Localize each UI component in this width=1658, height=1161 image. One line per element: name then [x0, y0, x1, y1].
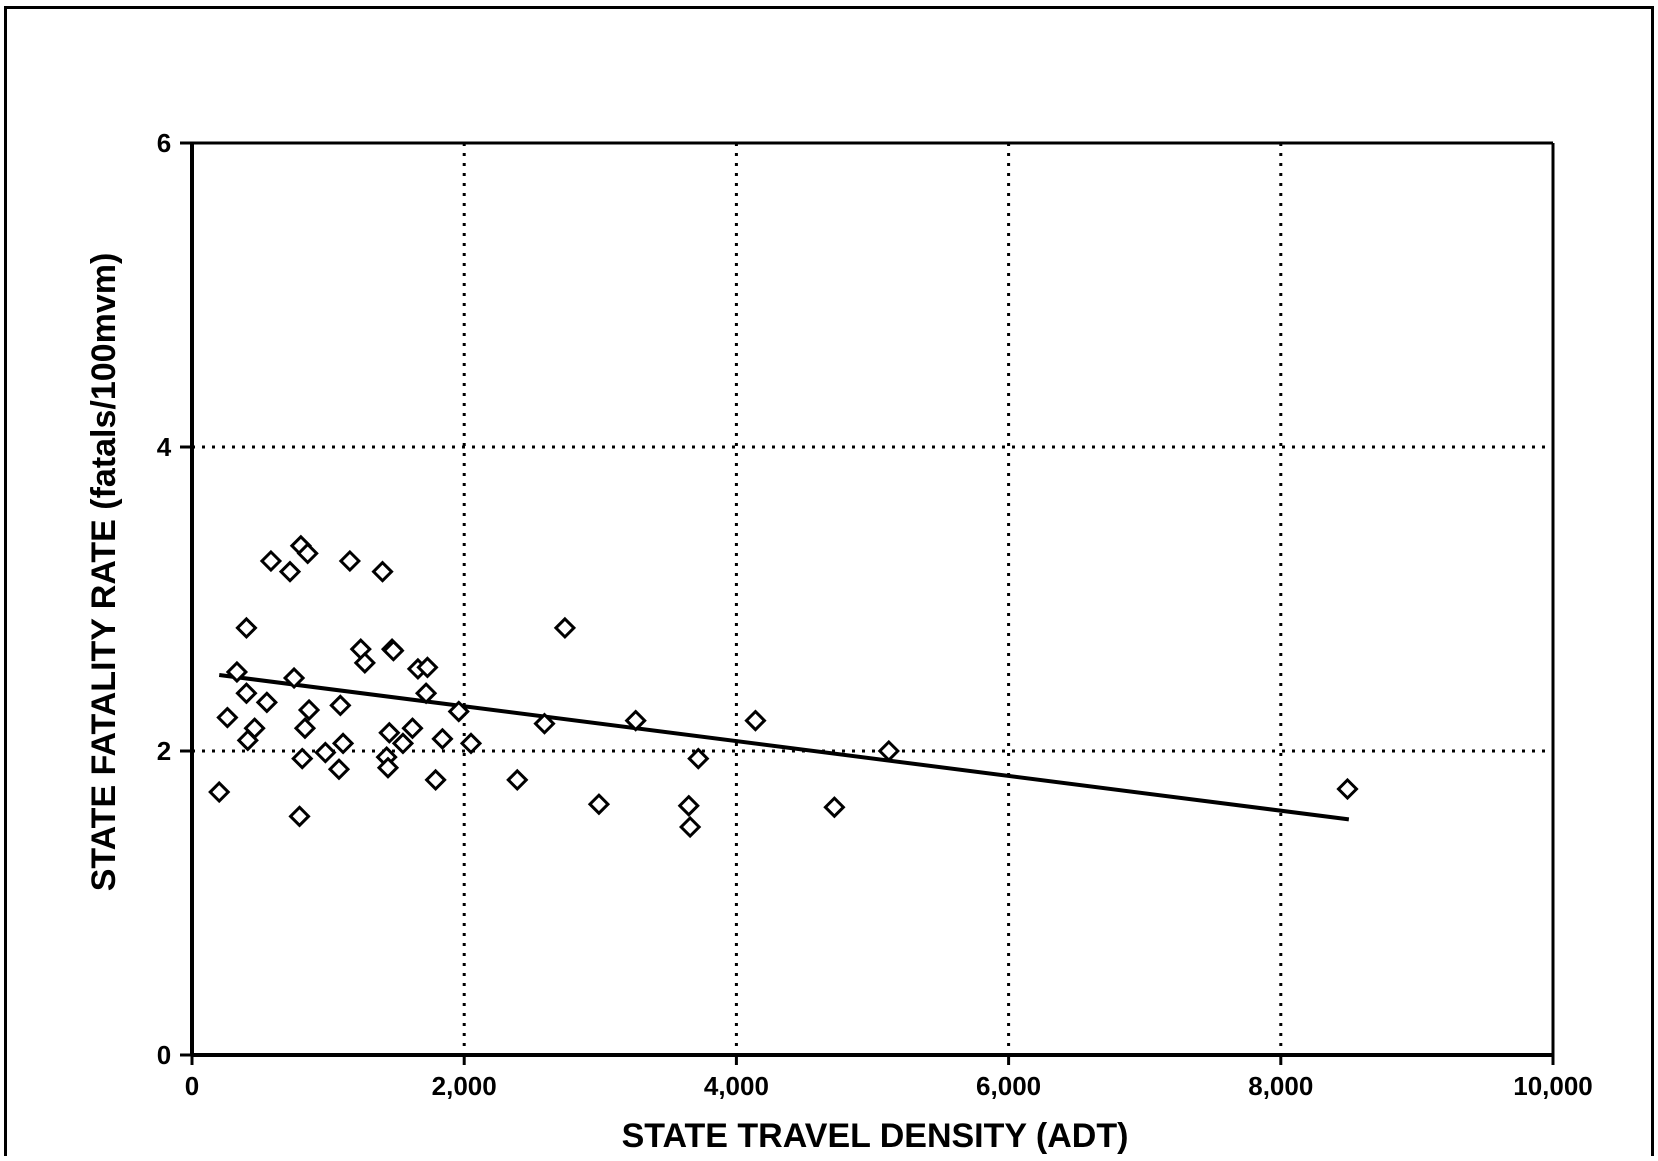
trend-line	[218, 673, 1350, 822]
y-tick-label: 0	[157, 1040, 171, 1070]
data-point	[314, 741, 337, 764]
data-point	[687, 747, 710, 770]
y-axis-title: STATE FATALITY RATE (fatals/100mvm)	[85, 253, 123, 892]
data-point	[225, 660, 249, 684]
data-point	[235, 616, 258, 640]
data-point	[447, 700, 470, 723]
data-point	[416, 656, 439, 679]
data-point	[414, 682, 438, 705]
data-point	[259, 549, 283, 573]
data-point	[376, 756, 400, 779]
data-point	[288, 805, 311, 828]
data-point	[401, 717, 424, 740]
data-point	[278, 560, 302, 583]
data-point	[679, 815, 702, 839]
data-point	[338, 549, 361, 573]
data-point	[823, 796, 846, 819]
data-point	[243, 717, 266, 740]
data-point	[506, 768, 529, 792]
data-point	[293, 717, 317, 740]
data-point	[282, 666, 306, 690]
data-point	[331, 732, 355, 755]
data-point	[291, 747, 314, 770]
axes	[180, 141, 1555, 1065]
data-point	[297, 698, 321, 722]
chart-frame	[4, 6, 1654, 1156]
data-point	[255, 691, 278, 714]
data-point	[424, 768, 447, 792]
y-tick-labels: 0 2 4 6	[157, 128, 172, 1070]
x-tick-label: 8,000	[1248, 1071, 1313, 1101]
x-axis-title: STATE TRAVEL DENSITY (ADT)	[622, 1117, 1129, 1155]
data-point	[371, 560, 394, 583]
data-point	[378, 721, 401, 744]
data-point	[744, 709, 767, 732]
data-point	[353, 651, 376, 674]
data-point	[391, 732, 415, 755]
data-point	[587, 793, 611, 816]
data-point	[208, 780, 231, 804]
y-tick-label: 4	[157, 432, 172, 462]
data-point	[329, 694, 352, 717]
x-tick-label: 10,000	[1513, 1071, 1593, 1101]
data-point	[296, 542, 319, 565]
data-point	[553, 616, 577, 640]
data-point	[382, 639, 405, 662]
data-point	[877, 739, 900, 763]
x-tick-label: 4,000	[704, 1071, 769, 1101]
data-point	[235, 682, 258, 705]
x-tick-label: 2,000	[432, 1071, 497, 1101]
x-tick-label: 0	[185, 1071, 199, 1101]
x-tick-labels: 0 2,000 4,000 6,000 8,000 10,000	[185, 1071, 1593, 1101]
trend-line-group	[218, 673, 1350, 822]
x-tick-label: 6,000	[976, 1071, 1041, 1101]
data-point	[216, 706, 239, 729]
data-point	[327, 758, 351, 781]
data-point	[624, 709, 647, 732]
data-point	[431, 727, 454, 750]
y-tick-label: 2	[157, 736, 171, 766]
grid-lines	[192, 143, 1553, 1055]
y-tick-label: 6	[157, 128, 171, 158]
data-point	[1336, 777, 1359, 801]
data-point	[459, 732, 483, 755]
data-points	[208, 534, 1359, 839]
data-point	[533, 712, 556, 735]
data-point	[677, 794, 700, 817]
